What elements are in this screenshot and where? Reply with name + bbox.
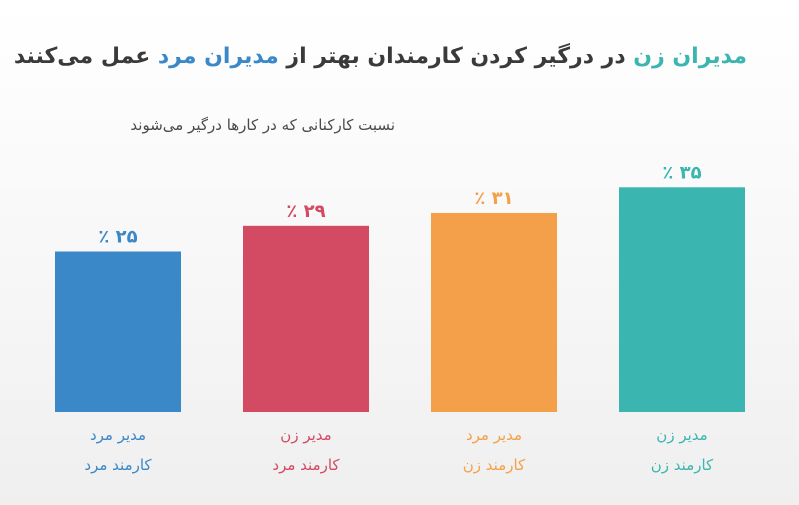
title-end: عمل می‌کنند <box>13 44 158 69</box>
category-employee-label-2: کارمند مرد <box>272 456 340 474</box>
bar-3 <box>431 212 557 412</box>
category-manager-label-1: مدیر مرد <box>90 426 146 444</box>
category-manager-label-2: مدیر زن <box>280 426 331 444</box>
bar-4 <box>619 187 745 412</box>
category-manager-label-4: مدیر زن <box>656 426 707 444</box>
chart-title: مدیران زن در درگیر کردن کارمندان بهتر از… <box>14 44 747 69</box>
category-employee-label-3: کارمند زن <box>463 456 526 474</box>
bar-2 <box>243 225 369 412</box>
chart-subtitle: نسبت کارکنانی که در کارها درگیر می‌شوند <box>130 116 395 134</box>
bar-1 <box>55 251 181 412</box>
value-label-2: ۲۹ ٪ <box>286 201 325 222</box>
category-employee-label-4: کارمند زن <box>651 456 714 474</box>
title-middle: در درگیر کردن کارمندان بهتر از <box>278 44 634 69</box>
category-manager-label-3: مدیر مرد <box>466 426 522 444</box>
value-label-4: ۳۵ ٪ <box>662 162 701 183</box>
value-label-3: ۳۱ ٪ <box>474 188 513 209</box>
title-men-managers: مدیران مرد <box>157 44 279 69</box>
title-women-managers: مدیران زن <box>633 44 747 69</box>
value-label-1: ۲۵ ٪ <box>98 227 137 248</box>
category-employee-label-1: کارمند مرد <box>84 456 152 474</box>
